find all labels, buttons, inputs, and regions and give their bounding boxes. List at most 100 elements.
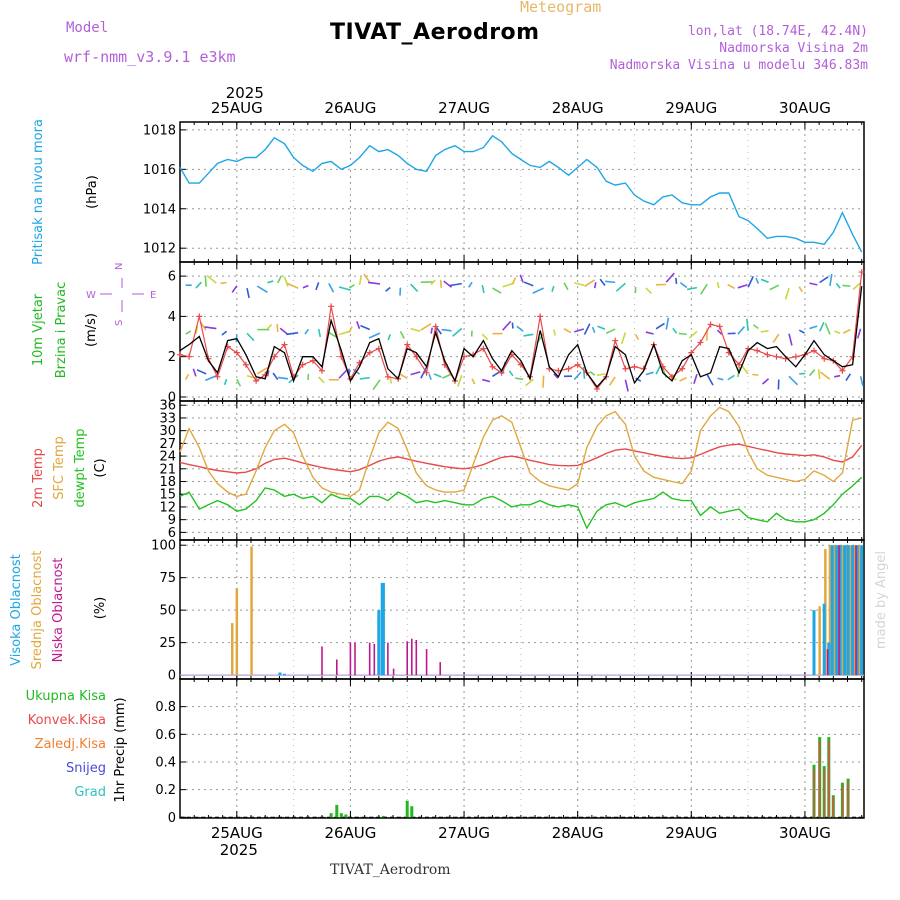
bottom-day-label: 30AUG (779, 824, 831, 842)
gust-marker (366, 349, 373, 356)
wind-direction-arrow (819, 276, 829, 284)
precip-legend-item: Ukupna Kisa (26, 689, 106, 704)
y-tick-label: 30 (159, 424, 176, 439)
wind-direction-arrow (542, 375, 545, 388)
wind-direction-arrow (809, 325, 818, 330)
gust-marker (384, 373, 391, 380)
wind-direction-arrow (645, 371, 654, 376)
high-cloud-bar (827, 642, 831, 676)
wind-direction-arrow (655, 364, 662, 375)
gust-marker (574, 361, 581, 368)
y-tick-label: 0 (168, 811, 176, 826)
wind-direction-arrow (204, 326, 217, 330)
gust-marker (242, 361, 249, 368)
wind-direction-arrow (563, 282, 569, 291)
gust-marker (707, 321, 714, 328)
temperature-line (179, 443, 863, 474)
gust-marker (489, 363, 496, 370)
gust-marker (328, 303, 335, 310)
mid-cloud-bar (858, 545, 861, 676)
wind-direction-arrow (223, 378, 228, 386)
wind-direction-arrow (727, 374, 735, 381)
gust-marker (839, 367, 846, 374)
wind-direction-arrow (276, 323, 279, 332)
temp-side-label-3: dewpt Temp (73, 428, 88, 507)
wind-side-label-1: 10m Vjetar (31, 293, 46, 366)
wind-direction-arrow (184, 373, 190, 380)
wind-speed-line (179, 286, 863, 388)
y-tick-label: 24 (159, 450, 176, 465)
top-day-label: 26AUG (324, 99, 376, 117)
gust-marker (697, 339, 704, 346)
wind-direction-arrow (367, 281, 381, 285)
wind-direction-arrow (420, 323, 432, 331)
wind-direction-arrow (532, 287, 544, 294)
wind-direction-arrow (679, 376, 688, 382)
wind-direction-arrow (302, 284, 309, 289)
wind-direction-arrow (360, 324, 371, 331)
y-tick-label: 0.4 (155, 755, 176, 770)
gust-marker (186, 353, 193, 360)
wind-direction-arrow (665, 272, 675, 283)
wind-direction-arrow (449, 282, 462, 287)
low-cloud-bar (439, 662, 441, 676)
footer-station: TIVAT_Aerodrom (330, 862, 451, 878)
compass-s-label: S (114, 320, 125, 326)
wind-direction-arrow (428, 373, 432, 381)
y-tick-label: 1014 (143, 202, 176, 217)
wind-direction-arrow (605, 280, 616, 284)
wind-direction-arrow (387, 334, 391, 341)
wind-direction-arrow (256, 285, 268, 293)
cloud-side-label-2: Srednja Oblacnost (30, 551, 45, 670)
gust-marker (253, 377, 260, 384)
high-cloud-bar (846, 545, 850, 676)
wind-direction-arrow (231, 285, 238, 293)
wind-direction-arrow (573, 371, 582, 381)
wind-direction-arrow (468, 281, 473, 288)
wind-direction-arrow (433, 373, 442, 378)
wind-direction-arrow (798, 286, 803, 293)
wind-direction-arrow (372, 379, 381, 391)
high-cloud-bar (860, 545, 864, 676)
total-rain-bar (335, 804, 339, 818)
gust-marker (281, 341, 288, 348)
cloud-frame (179, 539, 865, 680)
top-year-label: 2025 (226, 84, 264, 102)
high-cloud-bar (843, 545, 847, 676)
wind-direction-arrow (856, 328, 862, 339)
wind-direction-arrow (784, 287, 790, 300)
high-cloud-bar (855, 545, 859, 676)
wind-direction-arrow (634, 334, 640, 341)
wind-direction-arrow (737, 326, 746, 335)
low-cloud-bar (406, 641, 408, 676)
wind-direction-arrow (256, 367, 268, 375)
total-rain-bar (405, 800, 409, 818)
wind-direction-arrow (410, 371, 421, 376)
wind-direction-arrow (195, 325, 199, 334)
wind-direction-arrow (737, 283, 748, 289)
y-tick-label: 75 (159, 571, 176, 586)
wind-direction-arrow (204, 276, 207, 287)
temp-side-label-2: SFC Temp (52, 436, 67, 500)
wind-direction-arrow (286, 331, 299, 336)
wind-direction-arrow (819, 371, 831, 380)
wind-direction-arrow (700, 283, 708, 295)
wind-direction-arrow (457, 374, 463, 387)
precip-panel: 0 0.2 0.4 0.6 0.8 (155, 678, 865, 826)
wind-direction-arrow (363, 273, 371, 283)
wind-direction-arrow (551, 285, 555, 293)
wind-direction-arrow (665, 317, 670, 330)
wind-direction-arrow (435, 327, 442, 335)
convective-rain-bar (847, 781, 849, 818)
wind-panel: 0 2 4 6 (168, 261, 865, 405)
top-day-label: 29AUG (665, 99, 717, 117)
gust-marker (764, 351, 771, 358)
wind-direction-arrow (523, 333, 534, 337)
wind-direction-arrow (246, 287, 250, 299)
wind-direction-arrow (761, 378, 770, 385)
wind-direction-arrow (471, 378, 476, 385)
wind-direction-arrow (717, 377, 724, 381)
gust-marker (612, 337, 619, 344)
wind-direction-arrow (236, 378, 242, 387)
